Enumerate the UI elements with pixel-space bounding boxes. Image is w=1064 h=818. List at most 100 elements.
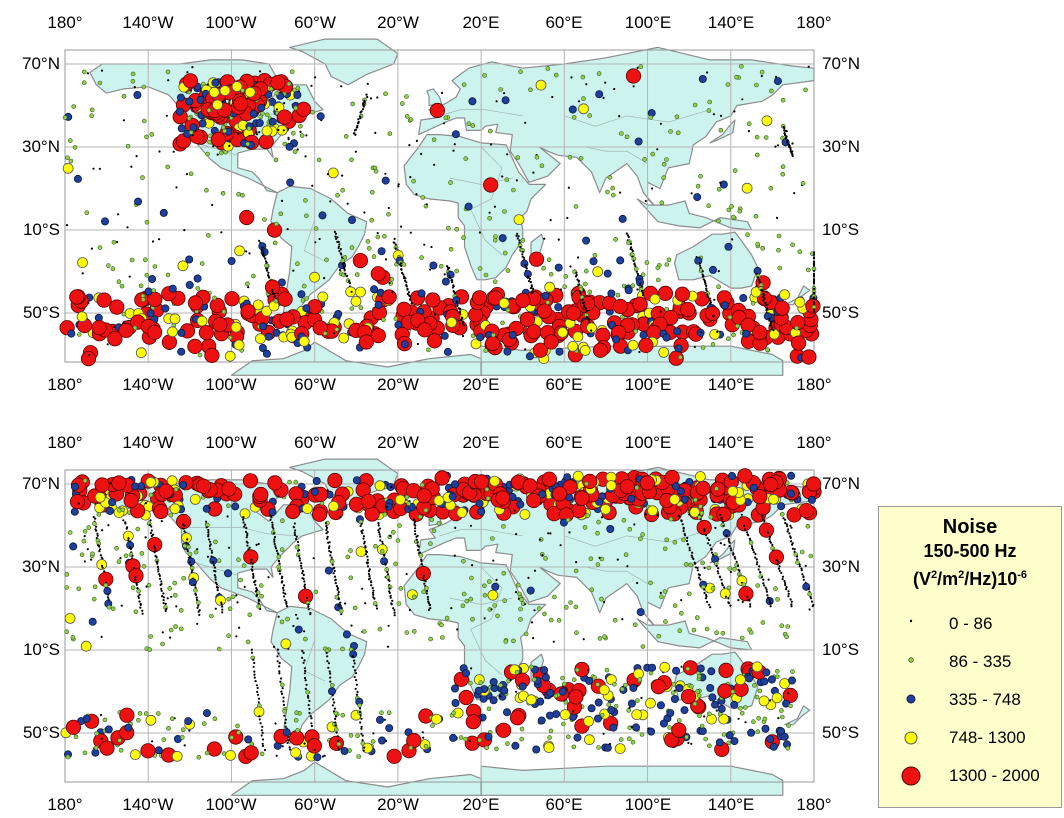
observation-marker xyxy=(605,189,610,195)
observation-marker xyxy=(243,549,259,565)
observation-marker xyxy=(786,530,789,533)
observation-marker xyxy=(226,503,231,509)
lon-label-bottom: 180° xyxy=(796,375,831,394)
observation-marker xyxy=(337,746,340,749)
observation-marker xyxy=(360,530,363,533)
observation-marker xyxy=(784,634,789,639)
observation-marker xyxy=(158,483,174,499)
observation-marker xyxy=(311,184,314,187)
observation-marker xyxy=(798,563,801,566)
observation-marker xyxy=(688,549,691,552)
observation-marker xyxy=(128,275,131,278)
observation-marker xyxy=(335,193,340,198)
observation-marker xyxy=(474,686,483,695)
observation-marker xyxy=(759,69,765,75)
observation-marker xyxy=(754,134,760,140)
observation-marker xyxy=(414,533,417,536)
observation-marker xyxy=(429,607,432,610)
observation-marker xyxy=(261,738,265,741)
observation-marker xyxy=(489,475,501,487)
country-border xyxy=(585,566,648,584)
observation-marker xyxy=(400,225,403,228)
observation-marker xyxy=(524,264,527,267)
observation-marker xyxy=(735,674,746,686)
observation-marker xyxy=(667,725,672,730)
observation-marker xyxy=(448,266,451,269)
observation-marker xyxy=(578,103,589,115)
observation-marker xyxy=(703,279,706,282)
observation-marker xyxy=(769,541,773,544)
observation-marker xyxy=(284,718,287,721)
observation-marker xyxy=(565,305,582,321)
observation-marker xyxy=(583,306,586,309)
observation-marker xyxy=(273,542,276,546)
observation-marker xyxy=(327,662,331,665)
observation-marker xyxy=(183,524,186,527)
observation-marker xyxy=(96,532,99,535)
observation-marker xyxy=(524,348,527,351)
observation-marker xyxy=(304,669,307,673)
observation-marker xyxy=(574,667,580,673)
observation-marker xyxy=(613,87,616,91)
observation-marker xyxy=(207,531,210,534)
observation-marker xyxy=(181,576,186,581)
observation-marker xyxy=(557,238,560,241)
lon-label-bottom: 140°W xyxy=(122,375,173,394)
observation-marker xyxy=(73,174,82,183)
observation-marker xyxy=(308,711,311,714)
observation-marker xyxy=(130,482,139,491)
observation-marker xyxy=(301,572,304,575)
observation-marker xyxy=(273,157,279,163)
observation-marker xyxy=(806,267,811,273)
observation-marker xyxy=(519,509,531,520)
observation-marker xyxy=(340,253,343,256)
observation-marker xyxy=(223,569,232,578)
observation-marker xyxy=(411,629,417,634)
observation-marker xyxy=(802,576,805,579)
observation-marker xyxy=(245,526,248,530)
observation-marker xyxy=(762,578,765,581)
observation-marker xyxy=(295,85,301,91)
observation-marker xyxy=(304,679,307,682)
observation-marker xyxy=(409,231,412,234)
observation-marker xyxy=(438,263,444,269)
observation-marker xyxy=(741,182,753,194)
indonesia-land xyxy=(636,618,753,651)
observation-marker xyxy=(340,746,349,755)
observation-marker xyxy=(489,143,493,146)
observation-marker xyxy=(716,506,732,523)
observation-marker xyxy=(505,741,510,746)
observation-marker xyxy=(279,311,295,327)
observation-marker xyxy=(139,606,142,609)
observation-marker xyxy=(727,566,733,571)
observation-marker xyxy=(739,635,745,641)
observation-marker xyxy=(599,556,605,562)
observation-marker xyxy=(450,684,459,693)
observation-marker xyxy=(296,148,299,151)
observation-marker xyxy=(791,150,794,153)
observation-marker xyxy=(368,575,371,578)
observation-marker xyxy=(754,556,757,559)
lon-label-top: 100°E xyxy=(625,13,672,32)
observation-marker xyxy=(763,297,766,300)
observation-marker xyxy=(737,208,743,214)
observation-marker xyxy=(582,236,591,245)
observation-marker xyxy=(676,487,685,496)
observation-marker xyxy=(193,584,196,587)
observation-marker xyxy=(664,157,669,162)
observation-marker xyxy=(159,208,168,217)
observation-marker xyxy=(767,675,776,684)
observation-marker xyxy=(126,226,129,229)
observation-marker xyxy=(807,588,810,591)
observation-marker xyxy=(153,503,169,520)
observation-marker xyxy=(181,532,192,544)
observation-marker xyxy=(530,621,534,624)
observation-marker xyxy=(286,228,289,231)
observation-marker xyxy=(349,650,358,659)
observation-marker xyxy=(408,117,414,122)
observation-marker xyxy=(491,332,496,338)
observation-marker xyxy=(212,295,217,301)
observation-marker xyxy=(216,646,222,652)
observation-marker xyxy=(158,574,161,577)
observation-marker xyxy=(812,310,816,313)
